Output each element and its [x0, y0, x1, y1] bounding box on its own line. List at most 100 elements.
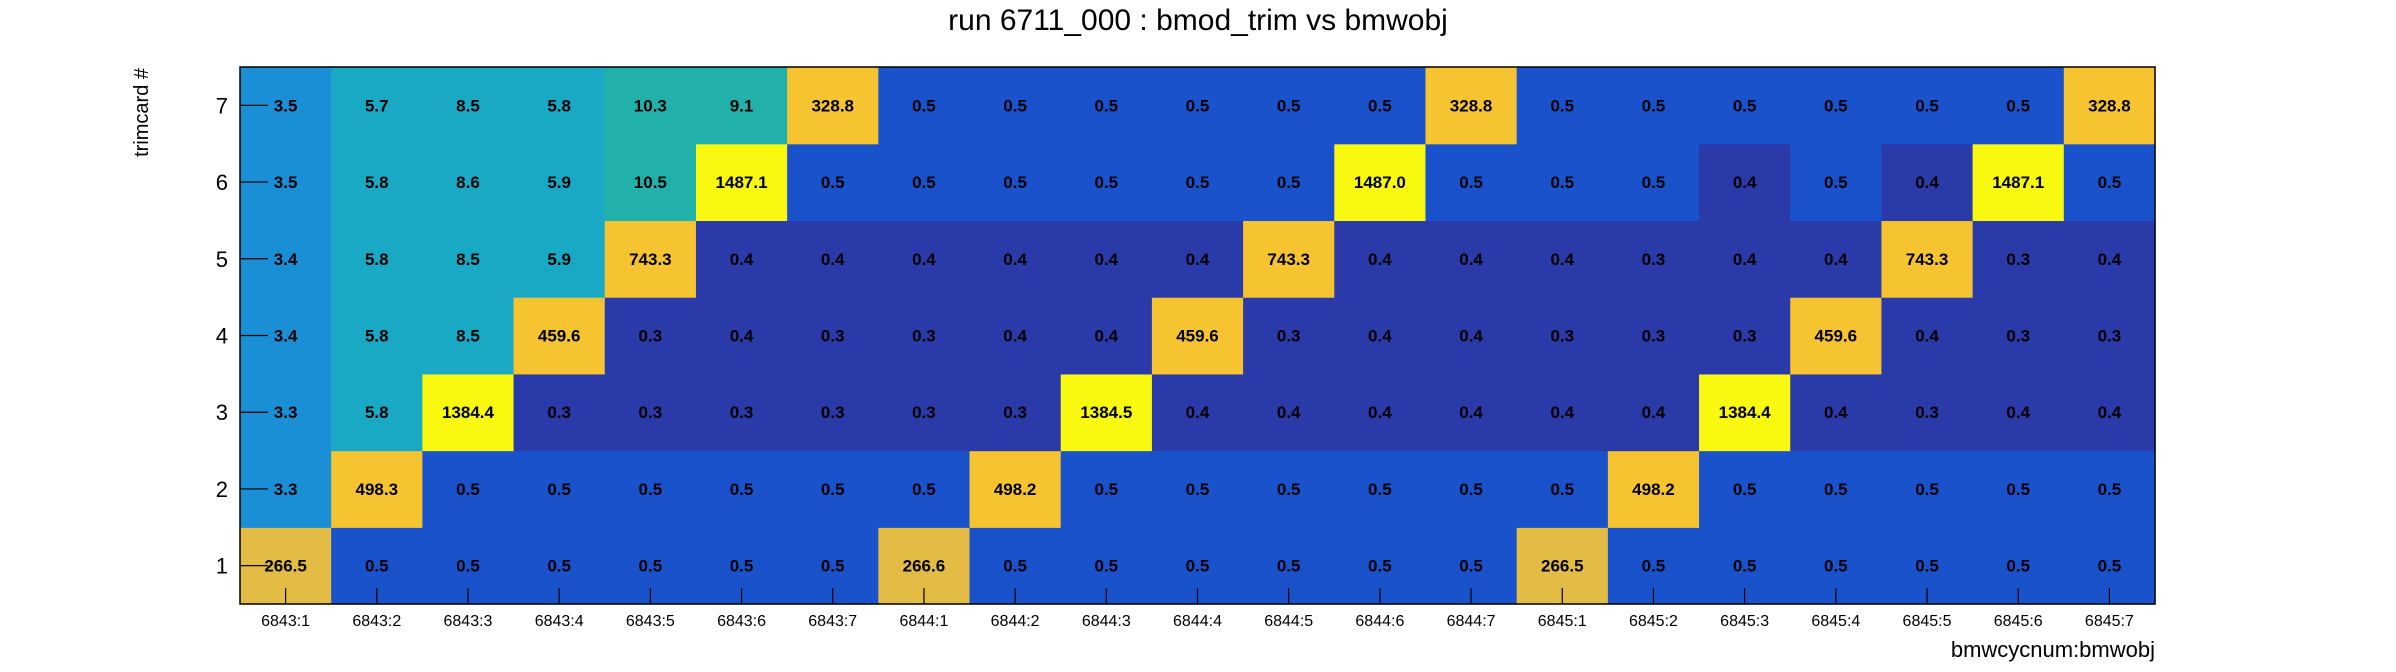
- cell-value-label: 0.3: [912, 327, 936, 346]
- cell-value-label: 0.5: [2098, 557, 2122, 576]
- x-tick-label: 6845:1: [1538, 613, 1587, 630]
- x-axis-label: bmwcycnum:bmwobj: [1951, 637, 2155, 662]
- y-tick-label: 1: [216, 554, 228, 579]
- heatmap-cell: [1243, 220, 1335, 298]
- cell-value-label: 0.4: [2098, 403, 2122, 422]
- cell-value-label: 0.3: [821, 403, 845, 422]
- x-tick-label: 6844:2: [991, 613, 1040, 630]
- heatmap-cell: [422, 450, 515, 528]
- x-tick-label: 6843:4: [535, 613, 584, 630]
- heatmap-cell: [1881, 143, 1974, 222]
- cell-value-label: 0.5: [1094, 557, 1118, 576]
- cell-value-label: 1487.1: [1992, 173, 2044, 192]
- x-tick-label: 6843:2: [352, 613, 401, 630]
- heatmap-cell: [1334, 297, 1427, 375]
- x-tick-label: 6845:4: [1811, 613, 1860, 630]
- cell-value-label: 0.5: [456, 480, 480, 499]
- cell-value-label: 0.5: [1824, 480, 1848, 499]
- heatmap-cell: [331, 67, 423, 145]
- heatmap-cell: [513, 297, 606, 375]
- cell-value-label: 498.3: [356, 480, 399, 499]
- y-tick-label: 4: [216, 324, 228, 349]
- heatmap-cell: [1516, 297, 1609, 375]
- cell-value-label: 0.5: [730, 557, 754, 576]
- cell-value-label: 0.3: [1003, 403, 1027, 422]
- cell-value-label: 0.3: [639, 403, 663, 422]
- x-tick-label: 6843:7: [808, 613, 857, 630]
- cell-value-label: 0.5: [1368, 557, 1392, 576]
- heatmap-cell: [604, 67, 697, 145]
- cell-value-label: 0.5: [1277, 557, 1301, 576]
- cell-value-label: 0.4: [1186, 403, 1210, 422]
- heatmap-cell: [422, 297, 515, 375]
- heatmap-cell: [1060, 143, 1153, 222]
- cell-value-label: 1384.5: [1080, 403, 1132, 422]
- cell-value-label: 0.5: [821, 173, 845, 192]
- cell-value-label: 0.5: [1277, 480, 1301, 499]
- heatmap-cell: [1060, 373, 1153, 452]
- cell-value-label: 0.5: [1550, 96, 1574, 115]
- heatmap-cell: [1972, 67, 2065, 145]
- cell-value-label: 0.4: [821, 250, 845, 269]
- heatmap-cell: [331, 220, 423, 298]
- cell-value-label: 0.5: [1824, 173, 1848, 192]
- heatmap-cell: [1972, 450, 2065, 528]
- cell-value-label: 3.4: [274, 327, 298, 346]
- cell-value-label: 0.5: [1003, 96, 1027, 115]
- cell-value-label: 498.2: [1632, 480, 1675, 499]
- cell-value-label: 0.5: [1186, 173, 1210, 192]
- heatmap-cell: [787, 373, 879, 452]
- heatmap-cell: [331, 373, 423, 452]
- cell-value-label: 0.5: [547, 480, 571, 499]
- heatmap-cell: [1607, 297, 1700, 375]
- cell-value-label: 0.5: [1915, 96, 1939, 115]
- heatmap-cell: [2063, 297, 2156, 375]
- cell-value-label: 0.4: [2098, 250, 2122, 269]
- heatmap-cell: [604, 373, 697, 452]
- cell-value-label: 0.3: [1642, 250, 1666, 269]
- cell-value-label: 3.4: [274, 250, 298, 269]
- x-tick-label: 6843:3: [444, 613, 493, 630]
- x-tick-label: 6843:1: [261, 613, 310, 630]
- heatmap-cell: [1607, 373, 1700, 452]
- heatmap-cell: [1425, 297, 1518, 375]
- heatmap-cell: [1790, 67, 1883, 145]
- cell-value-label: 0.4: [1277, 403, 1301, 422]
- heatmap-cell: [787, 143, 879, 222]
- cell-value-label: 0.3: [2006, 250, 2030, 269]
- heatmap-cell: [1881, 450, 1974, 528]
- cell-value-label: 0.5: [1733, 480, 1757, 499]
- chart-title: run 6711_000 : bmod_trim vs bmwobj: [948, 4, 1448, 37]
- heatmap-cell: [1334, 450, 1427, 528]
- cell-value-label: 3.5: [274, 96, 298, 115]
- y-tick-label: 2: [216, 477, 228, 502]
- cell-value-label: 0.4: [1459, 403, 1483, 422]
- heatmap-cell: [1699, 373, 1791, 452]
- cell-value-label: 743.3: [629, 250, 672, 269]
- x-axis: 6843:1 6843:2 6843:3 6843:4 6843:5 6843:6 6843…: [261, 588, 2134, 630]
- heatmap-cell: [1425, 220, 1518, 298]
- heatmap-cell: [695, 220, 788, 298]
- heatmap-cell: [2063, 220, 2156, 298]
- cell-value-label: 0.5: [821, 557, 845, 576]
- heatmap-cell: [1607, 220, 1700, 298]
- heatmap-cell: [1607, 143, 1700, 222]
- heatmap-cell: [1243, 297, 1335, 375]
- cell-value-label: 459.6: [538, 327, 581, 346]
- cell-value-label: 0.5: [1550, 480, 1574, 499]
- heatmap-cell: [1151, 373, 1244, 452]
- heatmap-cell: [969, 143, 1062, 222]
- cell-value-label: 0.4: [1550, 403, 1574, 422]
- cell-value-label: 0.4: [1824, 403, 1848, 422]
- heatmap-cell: [1972, 143, 2065, 222]
- cell-value-label: 0.5: [639, 480, 663, 499]
- heatmap-cell: [1790, 220, 1883, 298]
- cell-value-label: 0.3: [547, 403, 571, 422]
- cell-value-label: 0.3: [1915, 403, 1939, 422]
- cell-value-label: 0.5: [912, 96, 936, 115]
- heatmap-cell: [513, 67, 606, 145]
- heatmap-cell: [969, 67, 1062, 145]
- cell-value-label: 0.5: [730, 480, 754, 499]
- cell-value-label: 0.5: [1186, 557, 1210, 576]
- cell-value-label: 0.5: [1915, 480, 1939, 499]
